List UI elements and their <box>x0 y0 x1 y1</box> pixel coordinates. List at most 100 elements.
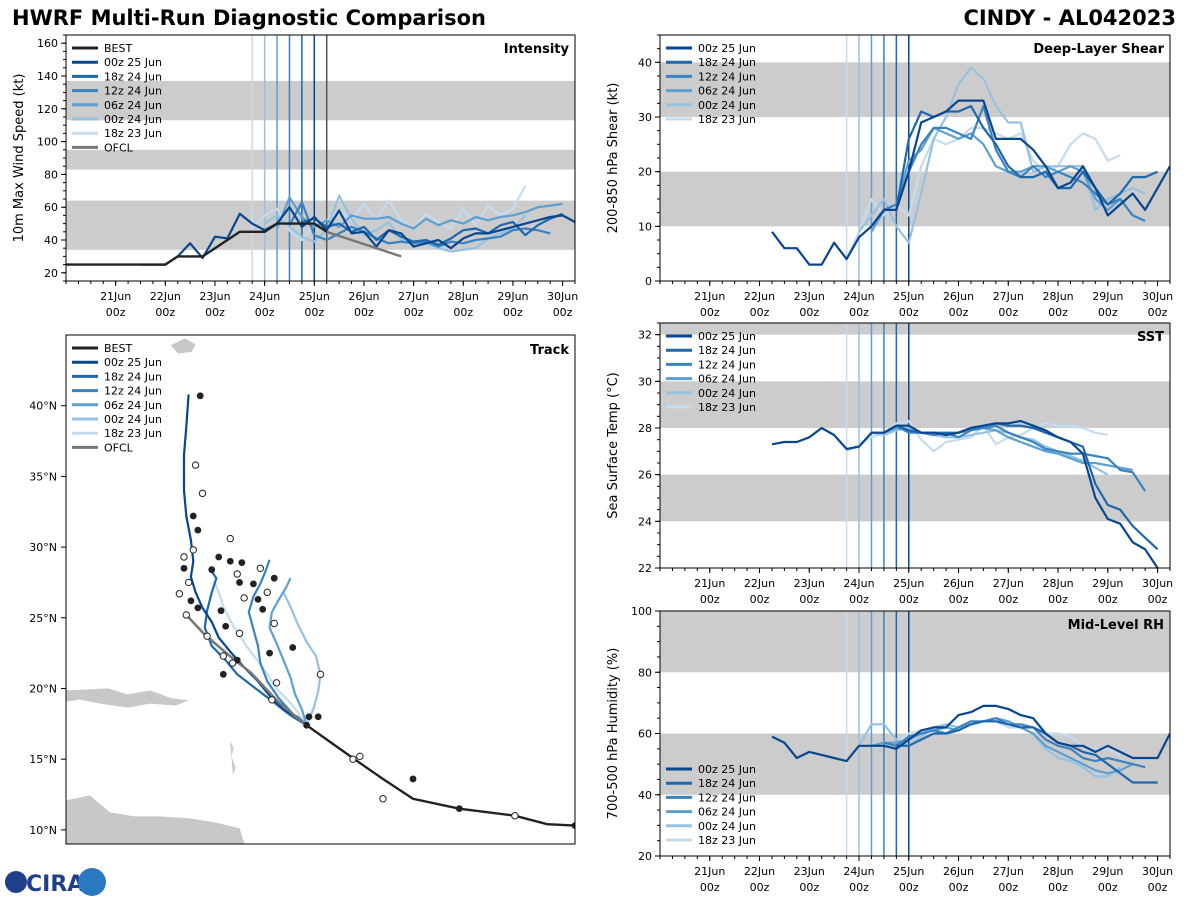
intensity-xtick-label: 28Jun <box>448 290 479 303</box>
sst-xtick-label: 00z <box>1148 593 1168 606</box>
sst-ytick-label: 30 <box>638 375 652 388</box>
rh-xtick-label: 26Jun <box>943 865 974 878</box>
track-legend-label: 18z 24 Jun <box>104 370 162 383</box>
rh-legend-label: 12z 24 Jun <box>698 791 756 804</box>
sst-xtick-label: 30Jun <box>1142 577 1173 590</box>
shear-ytick-label: 20 <box>638 166 652 179</box>
sst-legend-label: 00z 24 Jun <box>698 387 756 400</box>
track-marker-open <box>184 578 193 587</box>
rh-title: Mid-Level RH <box>1068 618 1164 633</box>
track-marker-open <box>316 670 325 679</box>
sst-xtick-label: 21Jun <box>694 577 725 590</box>
intensity-legend-label: 12z 24 Jun <box>104 85 162 98</box>
track-legend-label: 18z 23 Jun <box>104 427 162 440</box>
shear-ytick-label: 10 <box>638 220 652 233</box>
intensity-legend-label: 00z 24 Jun <box>104 113 162 126</box>
sst-legend-label: 00z 25 Jun <box>698 330 756 343</box>
shear-xtick-label: 00z <box>1098 306 1118 319</box>
track-marker-filled <box>196 392 204 400</box>
track-marker-filled <box>217 607 225 615</box>
track-frame <box>65 334 576 845</box>
rh-xtick-label: 00z <box>849 881 869 894</box>
intensity-ylabel: 10m Max Wind Speed (kt) <box>12 74 27 243</box>
intensity-band-0 <box>66 200 575 250</box>
track-marker-filled <box>189 512 197 520</box>
intensity-ytick-label: 80 <box>44 168 58 181</box>
intensity-series-12z-24-Jun <box>288 201 551 248</box>
shear-series-00z-24-Jun <box>858 66 1146 244</box>
track-series-18z-23-Jun <box>213 580 308 726</box>
sst-legend-label: 18z 23 Jun <box>698 401 756 414</box>
rh-ytick-label: 40 <box>638 789 652 802</box>
rh-xtick-label: 00z <box>998 881 1018 894</box>
intensity-xtick-label: 25Jun <box>299 290 330 303</box>
rh-xtick-label: 00z <box>1148 881 1168 894</box>
track-marker-open <box>268 696 276 704</box>
track-marker-open <box>379 795 387 803</box>
track-marker-open <box>235 629 244 638</box>
track-marker-open <box>511 812 519 820</box>
intensity-xtick-label: 29Jun <box>497 290 528 303</box>
caribbean-islands <box>66 687 192 709</box>
intensity-legend-label: BEST <box>104 42 132 55</box>
shear-ytick-label: 0 <box>645 275 652 288</box>
sst-band-0 <box>660 474 1170 522</box>
sst-xtick-label: 00z <box>849 593 869 606</box>
shear-legend-label: 12z 24 Jun <box>698 70 756 83</box>
south-america-coast <box>66 794 246 844</box>
shear-xtick-label: 00z <box>998 306 1018 319</box>
sst-series-00z-25-Jun <box>771 419 1159 568</box>
intensity-xtick-label: 23Jun <box>199 290 230 303</box>
intensity-ytick-label: 40 <box>44 234 58 247</box>
rh-xtick-label: 24Jun <box>843 865 874 878</box>
land-layer <box>66 337 246 844</box>
track-best-line <box>305 724 575 827</box>
track-marker-filled <box>305 713 313 721</box>
intensity-xtick-label: 00z <box>255 306 275 319</box>
track-marker-filled <box>215 553 223 561</box>
intensity-xtick-label: 00z <box>304 306 324 319</box>
sst-xtick-label: 25Jun <box>893 577 924 590</box>
intensity-xtick-label: 00z <box>553 306 573 319</box>
intensity-ytick-label: 60 <box>44 201 58 214</box>
track-marker-open <box>189 546 197 554</box>
track-marker-filled <box>314 713 322 721</box>
rh-xtick-label: 30Jun <box>1142 865 1173 878</box>
rh-ytick-label: 100 <box>631 605 652 618</box>
intensity-legend-label: 18z 24 Jun <box>104 70 162 83</box>
track-marker-filled <box>222 622 230 630</box>
track-marker-filled <box>254 595 262 603</box>
track-legend-label: BEST <box>104 342 132 355</box>
shear-xtick-label: 27Jun <box>993 290 1024 303</box>
track-marker-open <box>198 489 207 498</box>
track-marker-open <box>270 619 278 628</box>
rh-xtick-label: 00z <box>899 881 919 894</box>
track-legend-label: 06z 24 Jun <box>104 399 162 412</box>
shear-xtick-label: 29Jun <box>1092 290 1123 303</box>
track-ytick-label: 20°N <box>29 682 57 695</box>
rh-xtick-label: 23Jun <box>794 865 825 878</box>
track-title: Track <box>530 343 569 358</box>
track-marker-filled <box>180 564 188 572</box>
rh-legend-label: 00z 24 Jun <box>698 820 756 833</box>
intensity-ytick-label: 120 <box>37 103 58 116</box>
track-marker-open <box>356 752 364 761</box>
rh-xtick-label: 22Jun <box>744 865 775 878</box>
intensity-xtick-label: 00z <box>205 306 225 319</box>
track-marker-filled <box>266 649 273 657</box>
rh-ytick-label: 80 <box>638 666 652 679</box>
shear-xtick-label: 00z <box>1048 306 1068 319</box>
track-marker-filled <box>219 670 227 678</box>
track-marker-filled <box>270 574 278 582</box>
track-legend-label: OFCL <box>104 441 134 454</box>
rh-xtick-label: 00z <box>750 881 770 894</box>
sst-xtick-label: 27Jun <box>993 577 1024 590</box>
shear-band-1 <box>660 62 1170 117</box>
track-legend-label: 00z 24 Jun <box>104 413 162 426</box>
sst-xtick-label: 00z <box>899 593 919 606</box>
sst-xtick-label: 00z <box>949 593 969 606</box>
shear-legend-label: 18z 23 Jun <box>698 113 756 126</box>
track-legend-label: 12z 24 Jun <box>104 385 162 398</box>
